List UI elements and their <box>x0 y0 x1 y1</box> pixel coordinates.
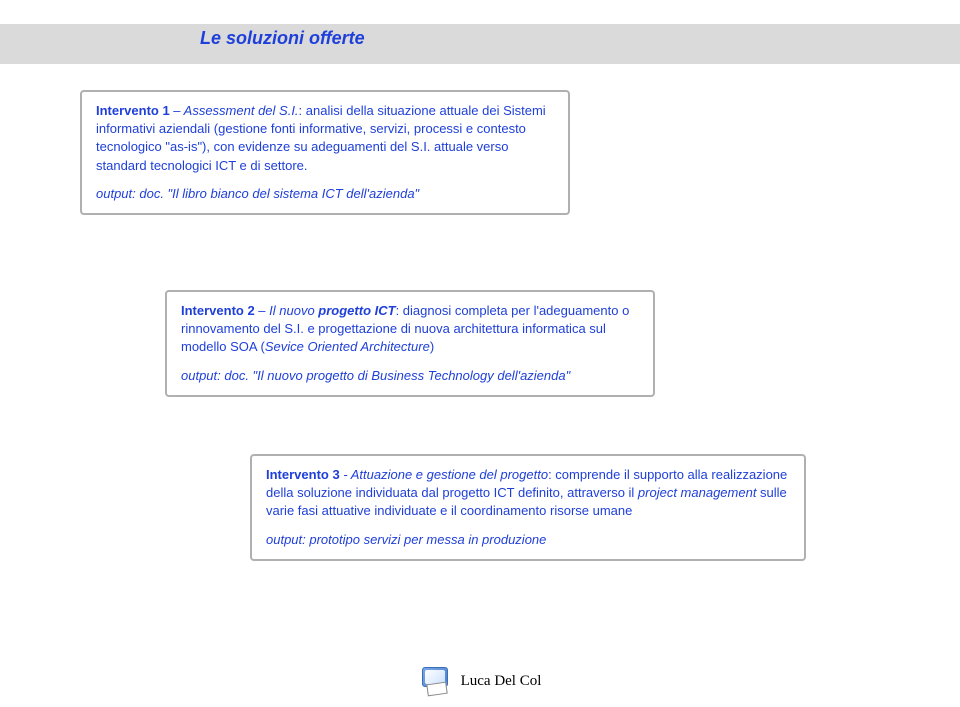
footer: Luca Del Col <box>0 667 960 695</box>
card1-lead-italic: – Assessment del S.I. <box>170 103 299 118</box>
card1-lead-bold: Intervento 1 <box>96 103 170 118</box>
card3-output: output: prototipo servizi per messa in p… <box>266 531 790 549</box>
card3-output-label: output: <box>266 532 309 547</box>
card2-lead-bold: Intervento 2 <box>181 303 255 318</box>
card2-output-value: doc. "Il nuovo progetto di Business Tech… <box>224 368 570 383</box>
card2-lead-italic1: – Il nuovo <box>255 303 319 318</box>
card3-lead-bold: Intervento 3 <box>266 467 340 482</box>
intervento-2-card: Intervento 2 – Il nuovo progetto ICT: di… <box>165 290 655 397</box>
card2-output: output: doc. "Il nuovo progetto di Busin… <box>181 367 639 385</box>
card2-output-label: output: <box>181 368 224 383</box>
card2-body-italic: Sevice Oriented Architecture <box>265 339 430 354</box>
card3-output-value: prototipo servizi per messa in produzion… <box>309 532 546 547</box>
card1-output-label: output: <box>96 186 139 201</box>
card1-output-value: doc. "Il libro bianco del sistema ICT de… <box>139 186 419 201</box>
author-name: Luca Del Col <box>461 673 542 690</box>
intervento-1-card: Intervento 1 – Assessment del S.I.: anal… <box>80 90 570 215</box>
card3-lead-italic: - Attuazione e gestione del progetto <box>340 467 548 482</box>
page-title: Le soluzioni offerte <box>200 28 365 49</box>
card2-lead-italic-bold: progetto ICT <box>318 303 395 318</box>
intervento-3-card: Intervento 3 - Attuazione e gestione del… <box>250 454 806 561</box>
header-band <box>0 24 960 64</box>
card1-output: output: doc. "Il libro bianco del sistem… <box>96 185 554 203</box>
card3-body-italic: project management <box>638 485 757 500</box>
card2-body-after: ) <box>430 339 434 354</box>
monitor-icon <box>419 667 451 695</box>
